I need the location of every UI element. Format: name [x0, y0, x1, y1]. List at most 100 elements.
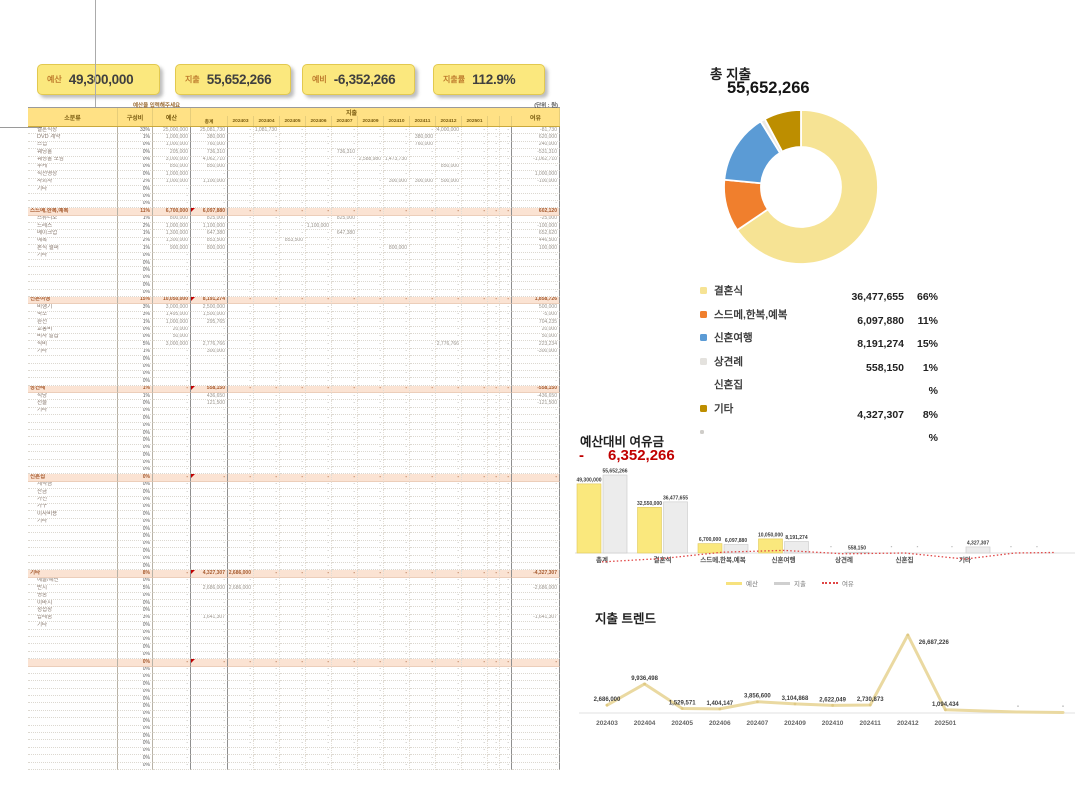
cell-month[interactable]: -: [384, 466, 410, 475]
cell-budget[interactable]: -: [153, 348, 191, 357]
cell-remaining[interactable]: 602,120: [512, 208, 560, 216]
cell-month[interactable]: -: [462, 570, 488, 578]
cell-budget[interactable]: -: [153, 659, 191, 667]
cell-month[interactable]: -: [306, 260, 332, 268]
cell-month[interactable]: -: [358, 282, 384, 290]
cell-month[interactable]: -: [410, 636, 436, 645]
cell-month[interactable]: -: [358, 274, 384, 283]
cell-extra[interactable]: -: [500, 333, 512, 342]
cell-ratio[interactable]: 0%: [118, 518, 153, 527]
cell-subcat[interactable]: 웨딩홀: [28, 149, 118, 157]
cell-extra[interactable]: -: [500, 651, 512, 660]
cell-budget[interactable]: -: [153, 666, 191, 674]
cell-extra[interactable]: -: [488, 489, 500, 497]
cell-month[interactable]: -: [436, 400, 462, 408]
cell-month[interactable]: -: [384, 223, 410, 231]
cell-month[interactable]: -: [384, 555, 410, 564]
cell-month[interactable]: -: [462, 363, 488, 371]
cell-extra[interactable]: -: [488, 430, 500, 438]
cell-extra[interactable]: -: [488, 134, 500, 142]
cell-month[interactable]: -: [436, 518, 462, 527]
cell-total[interactable]: 647,380: [191, 230, 228, 238]
cell-remaining[interactable]: 704,235: [512, 319, 560, 327]
cell-month[interactable]: -: [306, 644, 332, 652]
cell-month[interactable]: -: [254, 326, 280, 334]
cell-month[interactable]: -: [332, 348, 358, 357]
cell-month[interactable]: -: [332, 489, 358, 497]
cell-total[interactable]: 1,500,000: [191, 311, 228, 320]
cell-month[interactable]: -: [436, 503, 462, 512]
cell-month[interactable]: -: [462, 651, 488, 660]
cell-extra[interactable]: -: [500, 326, 512, 334]
cell-ratio[interactable]: 3%: [118, 304, 153, 312]
cell-remaining[interactable]: -: [512, 696, 560, 704]
cell-extra[interactable]: -: [500, 496, 512, 504]
cell-month[interactable]: -: [332, 282, 358, 290]
cell-remaining[interactable]: -: [512, 252, 560, 261]
cell-subcat[interactable]: 비행기: [28, 304, 118, 312]
cell-month[interactable]: -: [306, 245, 332, 253]
cell-total[interactable]: -: [191, 474, 228, 482]
cell-total[interactable]: -: [191, 607, 228, 615]
cell-month[interactable]: -: [280, 740, 306, 748]
cell-month[interactable]: -: [462, 393, 488, 401]
cell-ratio[interactable]: 0%: [118, 659, 153, 667]
cell-month[interactable]: -: [384, 644, 410, 652]
cell-month[interactable]: -: [384, 422, 410, 431]
cell-extra[interactable]: -: [500, 378, 512, 386]
cell-month[interactable]: -: [228, 659, 254, 667]
cell-month[interactable]: 1,473,730: [384, 156, 410, 164]
cell-month[interactable]: -: [410, 127, 436, 135]
cell-extra[interactable]: -: [500, 193, 512, 201]
cell-remaining[interactable]: -: [512, 289, 560, 297]
cell-remaining[interactable]: -: [512, 356, 560, 364]
cell-total[interactable]: -: [191, 747, 228, 756]
cell-month[interactable]: -: [384, 688, 410, 697]
cell-month[interactable]: -: [436, 526, 462, 534]
cell-month[interactable]: -: [228, 341, 254, 349]
cell-total[interactable]: -: [191, 718, 228, 726]
cell-month[interactable]: -: [280, 733, 306, 741]
cell-extra[interactable]: -: [500, 585, 512, 593]
cell-extra[interactable]: -: [488, 215, 500, 224]
cell-month[interactable]: -: [410, 245, 436, 253]
cell-month[interactable]: -: [254, 252, 280, 261]
cell-month[interactable]: -: [436, 666, 462, 674]
cell-remaining[interactable]: -: [512, 474, 560, 482]
cell-budget[interactable]: -: [153, 629, 191, 637]
cell-month[interactable]: -: [332, 496, 358, 504]
cell-subcat[interactable]: [28, 718, 118, 726]
cell-month[interactable]: -: [410, 274, 436, 283]
cell-month[interactable]: -: [332, 141, 358, 150]
cell-month[interactable]: -: [358, 134, 384, 142]
cell-month[interactable]: -: [384, 636, 410, 645]
cell-month[interactable]: -: [384, 149, 410, 157]
cell-month[interactable]: -: [332, 163, 358, 172]
cell-ratio[interactable]: 0%: [118, 710, 153, 719]
cell-month[interactable]: -: [280, 311, 306, 320]
cell-extra[interactable]: -: [500, 481, 512, 490]
cell-month[interactable]: -: [410, 614, 436, 623]
cell-extra[interactable]: -: [488, 385, 500, 394]
cell-month[interactable]: -: [306, 385, 332, 394]
cell-month[interactable]: -: [410, 511, 436, 519]
month-header-cell[interactable]: 202412: [436, 116, 462, 126]
cell-total[interactable]: 121,500: [191, 400, 228, 408]
cell-month[interactable]: -: [332, 459, 358, 467]
cell-extra[interactable]: -: [500, 215, 512, 224]
cell-month[interactable]: -: [436, 223, 462, 231]
cell-month[interactable]: -: [384, 577, 410, 586]
cell-month[interactable]: -: [332, 134, 358, 142]
cell-month[interactable]: -: [462, 289, 488, 297]
cell-month[interactable]: -: [280, 400, 306, 408]
cell-month[interactable]: -: [384, 762, 410, 770]
cell-month[interactable]: -: [280, 186, 306, 194]
cell-ratio[interactable]: 0%: [118, 200, 153, 209]
cell-extra[interactable]: -: [500, 437, 512, 445]
cell-budget[interactable]: -: [153, 614, 191, 623]
cell-month[interactable]: -: [358, 193, 384, 201]
cell-month[interactable]: -: [384, 489, 410, 497]
cell-month[interactable]: -: [384, 696, 410, 704]
cell-month[interactable]: -: [358, 186, 384, 194]
cell-remaining[interactable]: 1,858,726: [512, 296, 560, 305]
